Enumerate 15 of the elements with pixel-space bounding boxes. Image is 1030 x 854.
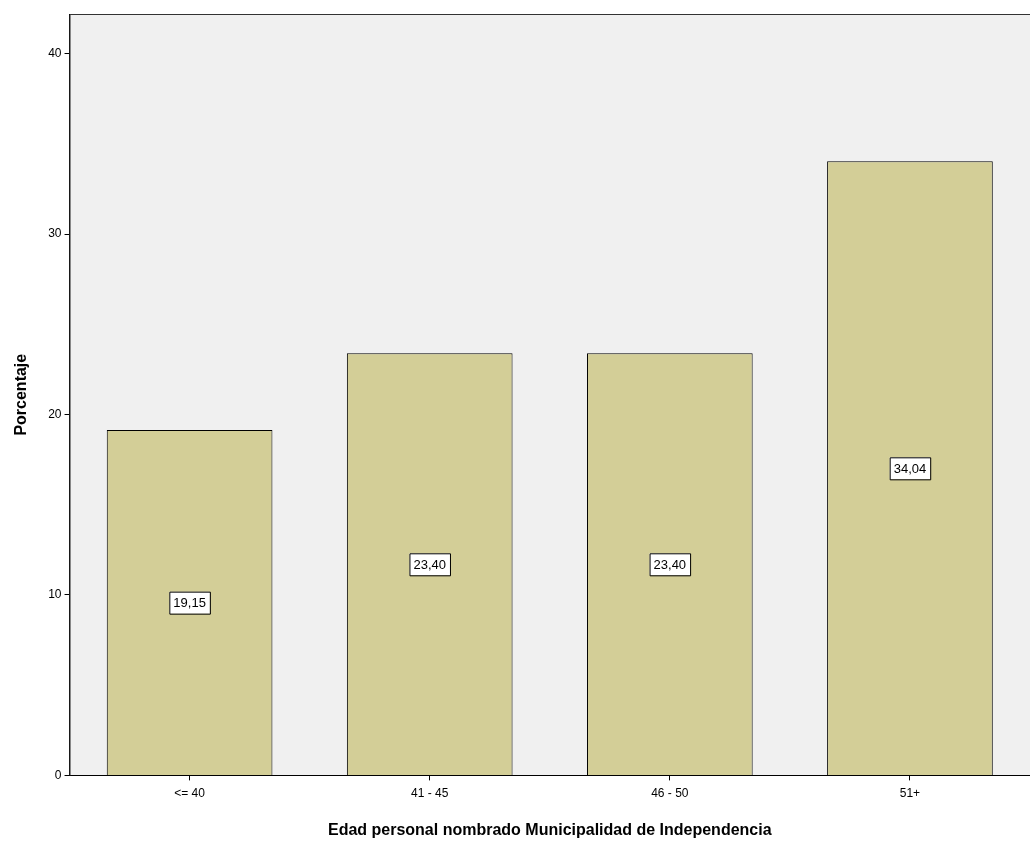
data-label: 23,40 [653, 556, 687, 572]
y-tick-label: 30 [48, 226, 62, 241]
x-tick-label: 41 - 45 [411, 785, 449, 800]
x-tick-label: <= 40 [174, 785, 206, 800]
x-tick-label: 51+ [899, 785, 921, 800]
data-label: 23,40 [413, 556, 446, 572]
y-axis-title: Porcentaje [12, 353, 30, 436]
x-tick-label: 46 - 50 [651, 785, 689, 800]
y-tick-label: 10 [48, 587, 62, 602]
y-tick-label: 20 [48, 406, 62, 421]
y-tick-label: 40 [48, 46, 62, 61]
data-label: 34,04 [893, 460, 927, 476]
y-tick-label: 0 [54, 767, 62, 782]
data-label: 19,15 [173, 595, 206, 611]
x-axis-title: Edad personal nombrado Municipalidad de Independencia [327, 820, 772, 838]
